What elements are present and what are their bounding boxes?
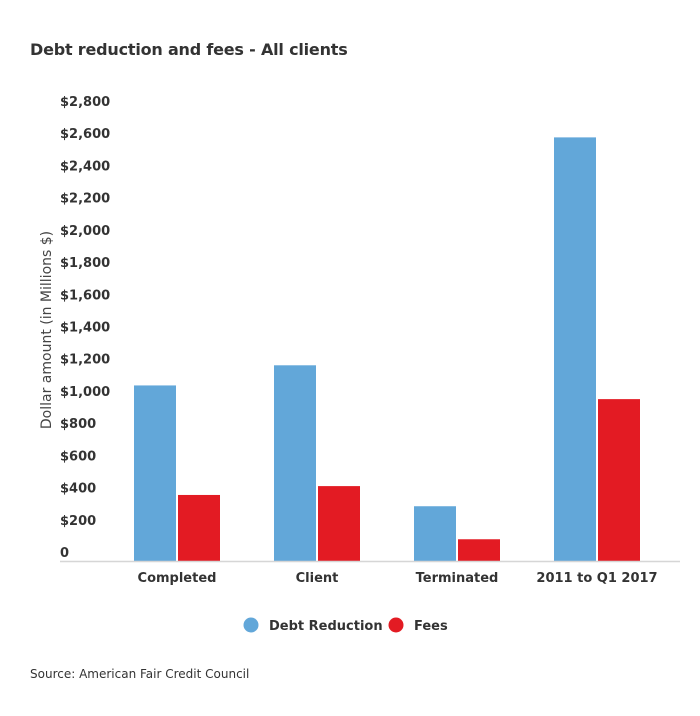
y-tick-label: $2,600 bbox=[60, 127, 110, 142]
bar-debt-reduction bbox=[414, 506, 456, 561]
bar-fees bbox=[458, 539, 500, 561]
bar-fees bbox=[598, 399, 640, 561]
bar-debt-reduction bbox=[134, 385, 176, 561]
bar-fees bbox=[178, 494, 220, 561]
y-tick-label: $2,400 bbox=[60, 159, 110, 174]
y-axis-label: Dollar amount (in Millions $) bbox=[39, 231, 55, 429]
legend-marker-fees bbox=[388, 617, 404, 633]
y-tick-label: $200 bbox=[60, 514, 96, 529]
y-tick-label: $1,800 bbox=[60, 256, 110, 271]
y-tick-label: $1,000 bbox=[60, 385, 110, 400]
y-tick-label: $1,400 bbox=[60, 321, 110, 336]
y-tick-label: $600 bbox=[60, 449, 96, 464]
y-tick-label: 0 bbox=[60, 546, 69, 561]
y-tick-label: $2,800 bbox=[60, 95, 110, 110]
legend-marker-debt-reduction bbox=[243, 617, 259, 633]
legend-label: Fees bbox=[414, 619, 448, 634]
y-tick-label: $1,600 bbox=[60, 288, 110, 303]
y-tick-label: $2,200 bbox=[60, 192, 110, 207]
y-tick-label: $400 bbox=[60, 482, 96, 497]
chart-title: Debt reduction and fees - All clients bbox=[30, 40, 348, 59]
x-tick-label: Terminated bbox=[416, 571, 499, 586]
y-tick-label: $1,200 bbox=[60, 353, 110, 368]
bar-debt-reduction bbox=[554, 137, 596, 561]
x-tick-label: Completed bbox=[138, 571, 217, 586]
bar-debt-reduction bbox=[274, 365, 316, 561]
y-tick-label: $2,000 bbox=[60, 224, 110, 239]
x-tick-label: Client bbox=[296, 571, 339, 586]
legend-label: Debt Reduction bbox=[269, 619, 383, 634]
y-tick-label: $800 bbox=[60, 417, 96, 432]
x-tick-label: 2011 to Q1 2017 bbox=[536, 571, 657, 586]
bar-fees bbox=[318, 486, 360, 561]
source-note: Source: American Fair Credit Council bbox=[30, 667, 250, 681]
